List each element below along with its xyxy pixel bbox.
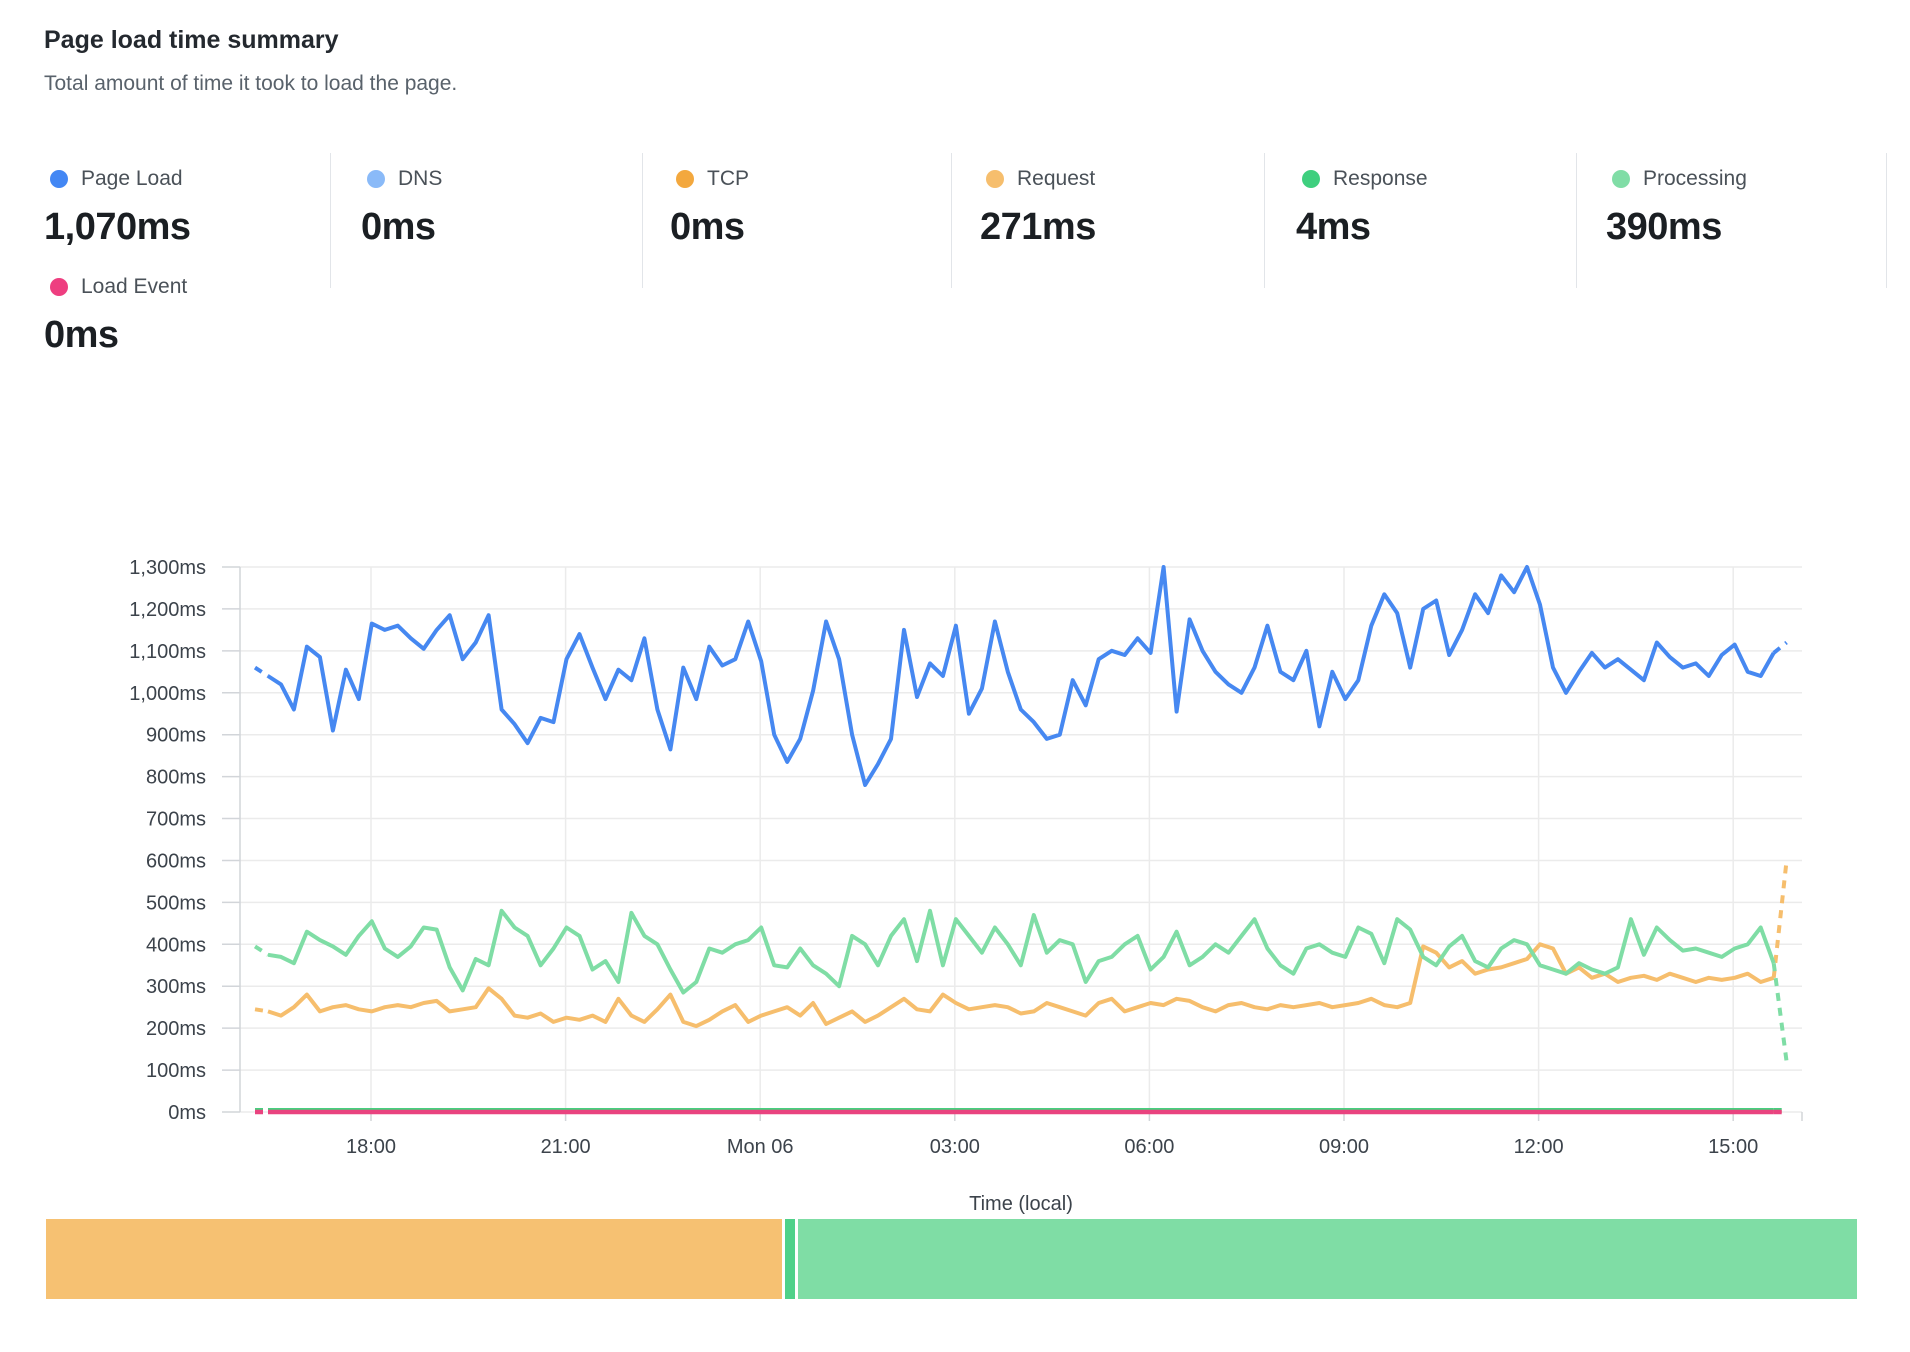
column-divider [642, 153, 643, 288]
x-tick-label: 12:00 [1514, 1136, 1564, 1158]
y-tick-label: 700ms [146, 809, 206, 831]
metric-label: Request [1017, 167, 1096, 190]
y-tick-label: 400ms [146, 934, 206, 956]
column-divider [1576, 153, 1577, 288]
series-processing [267, 908, 1776, 995]
series-page-load [266, 565, 1776, 787]
metric-card-response: Response 4ms [1296, 166, 1428, 249]
metric-value: 271ms [980, 206, 1096, 248]
breakdown-segment-processing[interactable] [798, 1219, 1858, 1299]
metric-value: 0ms [44, 314, 119, 356]
breakdown-segment-request[interactable] [46, 1219, 782, 1299]
x-axis-title: Time (local) [969, 1193, 1073, 1215]
x-tick-label: 15:00 [1708, 1136, 1758, 1158]
column-divider [1264, 153, 1265, 288]
x-tick-label: 03:00 [930, 1136, 980, 1158]
y-tick-label: 900ms [146, 725, 206, 747]
column-divider [951, 153, 952, 288]
processing-legend-dot-icon [1612, 170, 1630, 188]
request-legend-dot-icon [986, 170, 1004, 188]
series-request [267, 942, 1775, 1029]
load-time-line-chart[interactable]: 0ms 100ms 200ms 300ms 400ms 500ms 600ms 700ms 80… [0, 430, 1910, 1230]
series-processing [253, 944, 270, 957]
y-tick-label: 0ms [168, 1102, 206, 1124]
page_load-legend-dot-icon [50, 170, 68, 188]
y-tick-label: 1,000ms [129, 683, 206, 705]
metric-label: DNS [398, 167, 443, 190]
metric-label: Load Event [81, 275, 188, 298]
metric-label: Processing [1643, 167, 1747, 190]
y-tick-label: 600ms [146, 850, 206, 872]
series-request [254, 1007, 269, 1014]
response-legend-dot-icon [1302, 170, 1320, 188]
metric-label: TCP [707, 167, 749, 190]
x-tick-label: 21:00 [541, 1136, 591, 1158]
y-tick-label: 1,200ms [129, 599, 206, 621]
y-tick-label: 800ms [146, 767, 206, 789]
metric-card-tcp: TCP 0ms [670, 166, 749, 249]
breakdown-segment-response[interactable] [784, 1219, 796, 1299]
page-subtitle: Total amount of time it took to load the… [44, 72, 458, 95]
x-tick-label: 09:00 [1319, 1136, 1369, 1158]
metric-value: 0ms [670, 206, 745, 248]
x-tick-label: 18:00 [346, 1136, 396, 1158]
metric-card-request: Request 271ms [980, 166, 1096, 249]
y-tick-label: 1,300ms [129, 557, 206, 579]
column-divider [330, 153, 331, 288]
series-request [1771, 860, 1789, 979]
metric-card-dns: DNS 0ms [361, 166, 442, 249]
tcp-legend-dot-icon [676, 170, 694, 188]
column-divider [1886, 153, 1887, 288]
dns-legend-dot-icon [367, 170, 385, 188]
x-tick-label: Mon 06 [727, 1136, 794, 1158]
y-tick-label: 1,100ms [129, 641, 206, 663]
metric-label: Page Load [81, 167, 183, 190]
metric-card-load_event: Load Event 0ms [44, 274, 187, 357]
metric-card-processing: Processing 390ms [1606, 166, 1747, 249]
y-tick-label: 300ms [146, 976, 206, 998]
metric-value: 1,070ms [44, 206, 191, 248]
y-tick-label: 100ms [146, 1060, 206, 1082]
series-page-load [253, 665, 270, 678]
load_event-legend-dot-icon [50, 278, 68, 296]
metric-label: Response [1333, 167, 1428, 190]
series-page-load [1772, 640, 1788, 655]
x-tick-label: 06:00 [1124, 1136, 1174, 1158]
metric-card-page_load: Page Load 1,070ms [44, 166, 191, 249]
y-tick-label: 500ms [146, 892, 206, 914]
page-title: Page load time summary [44, 26, 339, 54]
series-processing [1771, 962, 1789, 1062]
y-tick-label: 200ms [146, 1018, 206, 1040]
timing-breakdown-bar[interactable] [46, 1219, 1858, 1299]
metric-value: 390ms [1606, 206, 1722, 248]
metric-value: 0ms [361, 206, 436, 248]
metric-value: 4ms [1296, 206, 1371, 248]
